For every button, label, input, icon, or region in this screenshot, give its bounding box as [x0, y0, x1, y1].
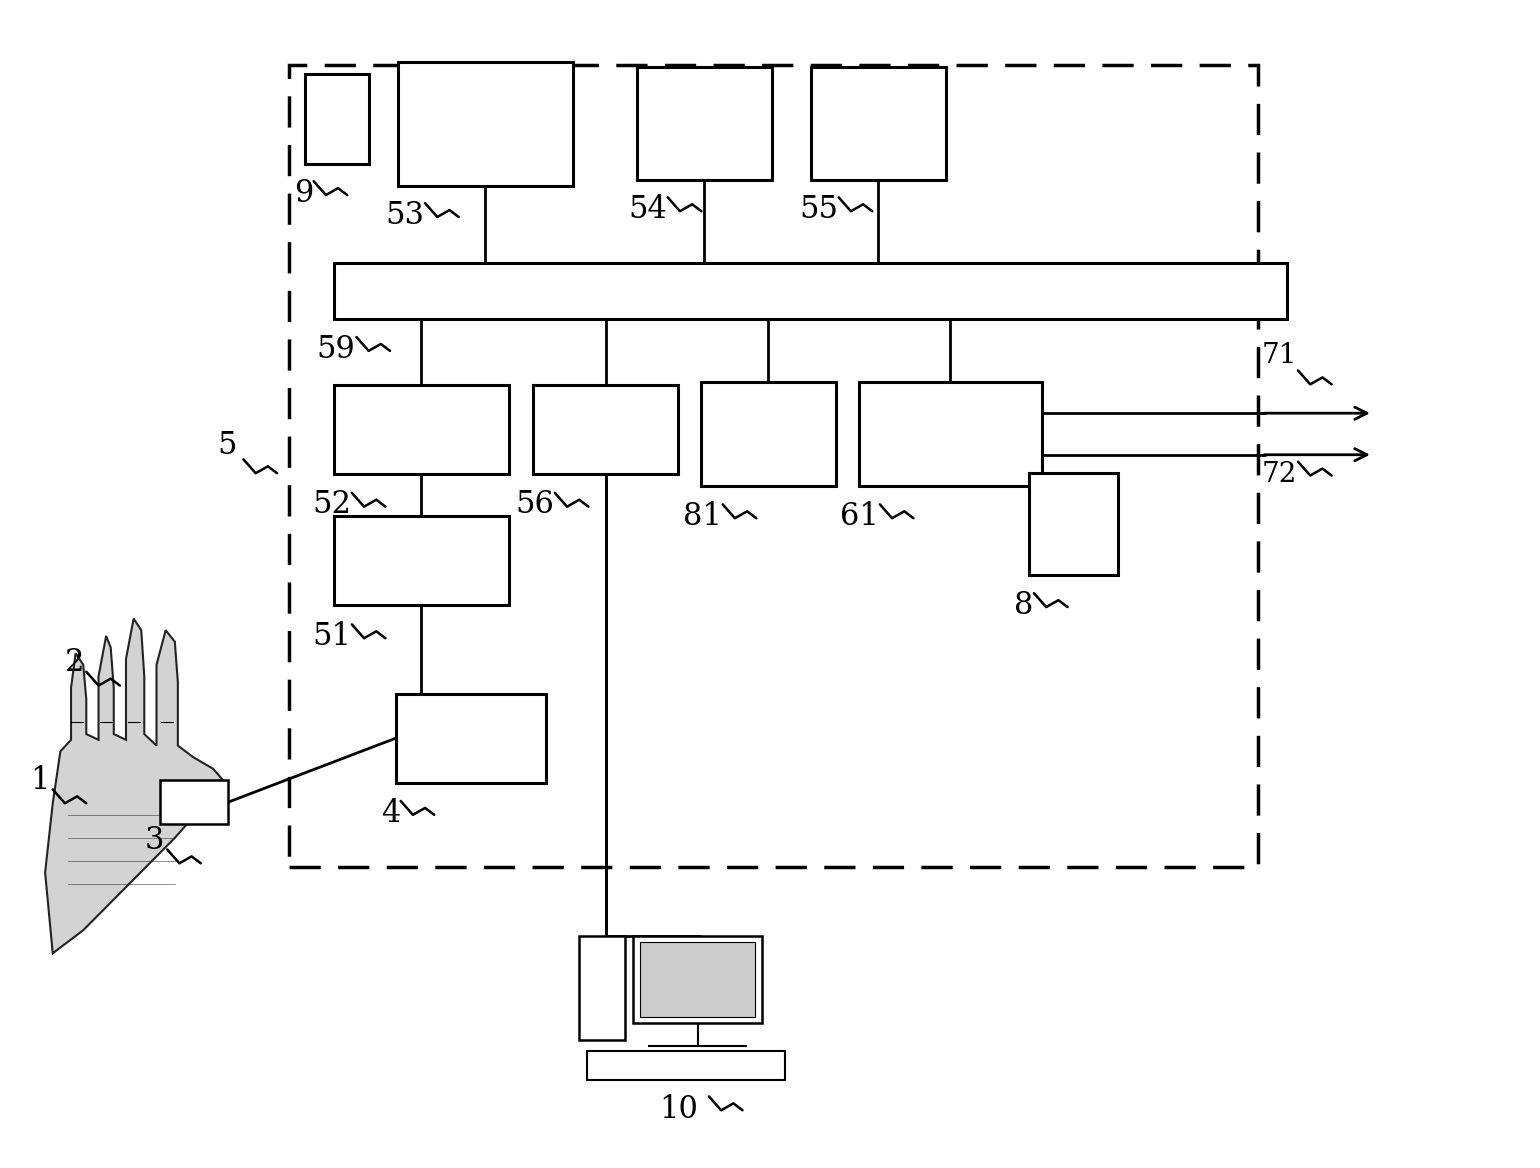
- Bar: [587, 1051, 785, 1080]
- Text: 61: 61: [841, 501, 879, 531]
- Bar: [812, 67, 946, 180]
- Bar: [638, 67, 772, 180]
- Text: 81: 81: [684, 501, 722, 531]
- Text: 56: 56: [516, 489, 554, 521]
- Text: 51: 51: [313, 621, 351, 652]
- Text: 53: 53: [385, 200, 425, 231]
- Bar: [701, 382, 836, 486]
- Text: 3: 3: [145, 825, 163, 856]
- PathPatch shape: [45, 619, 228, 953]
- Bar: [633, 936, 762, 1022]
- Text: 59: 59: [317, 334, 356, 364]
- Bar: [334, 385, 510, 474]
- Bar: [160, 780, 228, 825]
- Bar: [290, 64, 1258, 867]
- Bar: [641, 941, 755, 1017]
- Text: 52: 52: [313, 489, 351, 521]
- Text: 71: 71: [1261, 342, 1297, 369]
- Text: 1: 1: [29, 765, 49, 795]
- Text: 4: 4: [380, 798, 400, 828]
- Text: 55: 55: [799, 194, 838, 225]
- Text: 5: 5: [217, 430, 237, 461]
- Text: 2: 2: [65, 647, 85, 677]
- Text: 9: 9: [294, 178, 313, 209]
- Bar: [397, 62, 573, 186]
- Bar: [396, 694, 545, 783]
- Bar: [858, 382, 1041, 486]
- Text: 72: 72: [1261, 460, 1297, 487]
- Bar: [1029, 473, 1118, 575]
- Bar: [334, 516, 510, 605]
- Bar: [305, 74, 368, 164]
- Bar: [533, 385, 679, 474]
- Text: 10: 10: [659, 1094, 698, 1125]
- Bar: [579, 936, 625, 1040]
- Text: 54: 54: [628, 194, 667, 225]
- Text: 8: 8: [1015, 590, 1033, 620]
- Bar: [334, 263, 1287, 319]
